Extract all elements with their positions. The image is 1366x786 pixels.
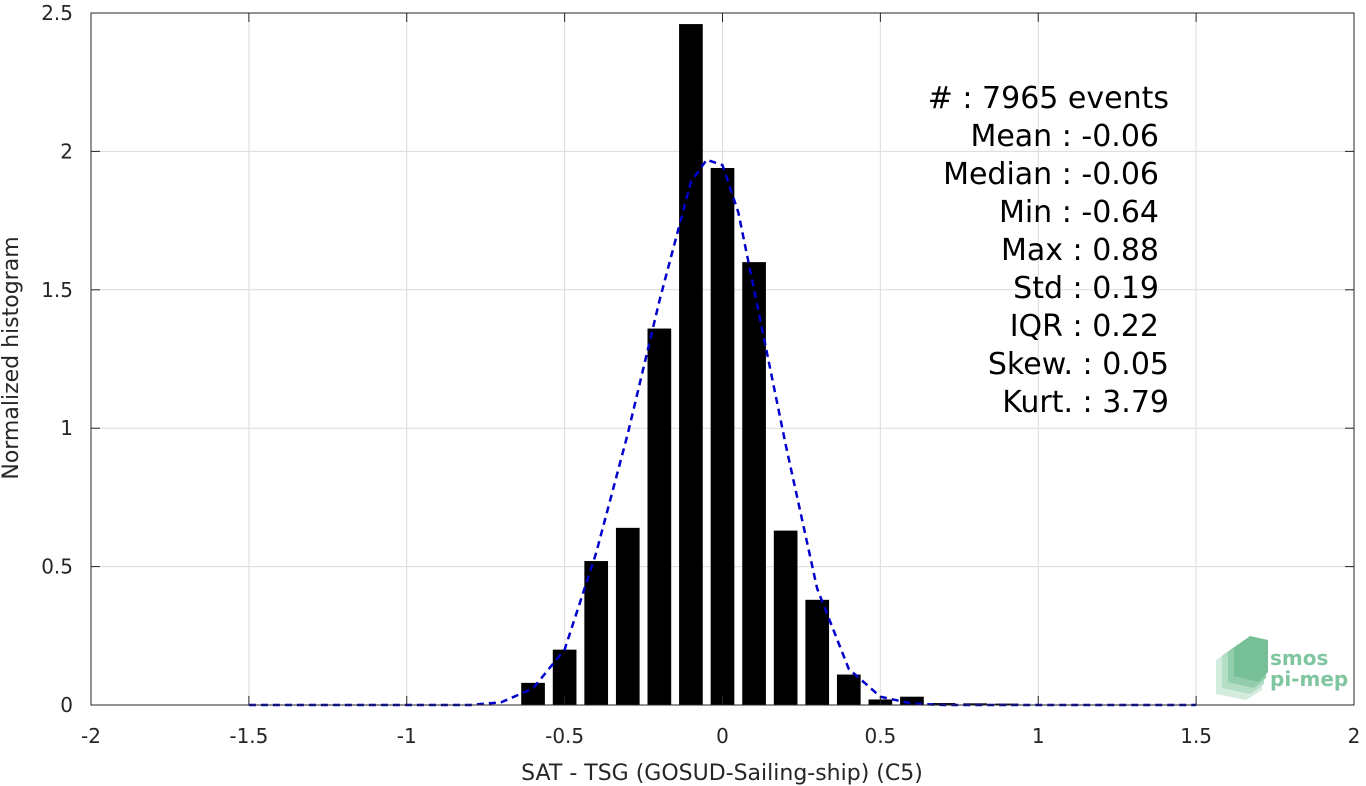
- stat-median: Median : -0.06: [943, 157, 1159, 192]
- x-tick-label: 1.5: [1180, 724, 1212, 748]
- histogram-bar: [521, 682, 545, 705]
- x-tick-label: 0: [716, 724, 729, 748]
- histogram-bar: [647, 328, 672, 705]
- logo-text-pimep: pi-mep: [1270, 667, 1348, 691]
- y-tick-label: 2: [60, 139, 73, 163]
- histogram-bar: [773, 530, 798, 705]
- x-tick-label: 2: [1348, 724, 1361, 748]
- histogram-bar: [584, 561, 609, 705]
- x-tick-labels: -2 -1.5 -1 -0.5 0 0.5 1 1.5 2: [81, 724, 1360, 748]
- histogram-bar: [615, 527, 640, 705]
- y-tick-label: 0.5: [41, 555, 73, 579]
- y-tick-label: 0: [60, 693, 73, 717]
- logo-icon: [1216, 636, 1268, 700]
- stat-min: Min : -0.64: [999, 195, 1159, 230]
- histogram-bar: [900, 696, 924, 705]
- axis-ticks: [90, 12, 1355, 706]
- x-tick-label: -1: [397, 724, 417, 748]
- x-axis-label: SAT - TSG (GOSUD-Sailing-ship) (C5): [521, 761, 923, 786]
- fit-curve: [248, 158, 1197, 707]
- x-tick-label: 1: [1032, 724, 1045, 748]
- histogram-bar: [836, 674, 861, 705]
- histogram-bar: [710, 168, 735, 705]
- logo-text-smos: smos: [1270, 646, 1328, 670]
- y-tick-label: 1.5: [41, 278, 73, 302]
- histogram-bar: [963, 703, 987, 705]
- stats-annotations: # : 7965 events Mean : -0.06 Median : -0…: [928, 81, 1169, 420]
- stat-max: Max : 0.88: [1001, 233, 1159, 268]
- stat-kurt: Kurt. : 3.79: [1002, 385, 1169, 420]
- x-tick-label: -1.5: [229, 724, 268, 748]
- histogram-bar: [552, 649, 577, 705]
- x-tick-label: 0.5: [864, 724, 896, 748]
- stat-skew: Skew. : 0.05: [988, 347, 1169, 382]
- y-tick-label: 1: [60, 416, 73, 440]
- y-tick-label: 2.5: [41, 1, 73, 25]
- stat-events: # : 7965 events: [928, 81, 1169, 116]
- histogram-bar: [679, 24, 703, 705]
- bars: [521, 24, 1019, 705]
- y-tick-labels: 0 0.5 1 1.5 2 2.5: [41, 1, 73, 717]
- histogram-bar: [994, 703, 1019, 705]
- stat-std: Std : 0.19: [1013, 271, 1159, 306]
- histogram-bar: [805, 599, 830, 705]
- stat-mean: Mean : -0.06: [970, 119, 1159, 154]
- histogram-bar: [742, 262, 766, 705]
- x-tick-label: -2: [81, 724, 101, 748]
- stat-iqr: IQR : 0.22: [1010, 309, 1159, 344]
- smos-pimep-logo: smos pi-mep: [1216, 636, 1348, 700]
- y-axis-label: Normalized histogram: [0, 236, 24, 479]
- x-tick-label: -0.5: [545, 724, 584, 748]
